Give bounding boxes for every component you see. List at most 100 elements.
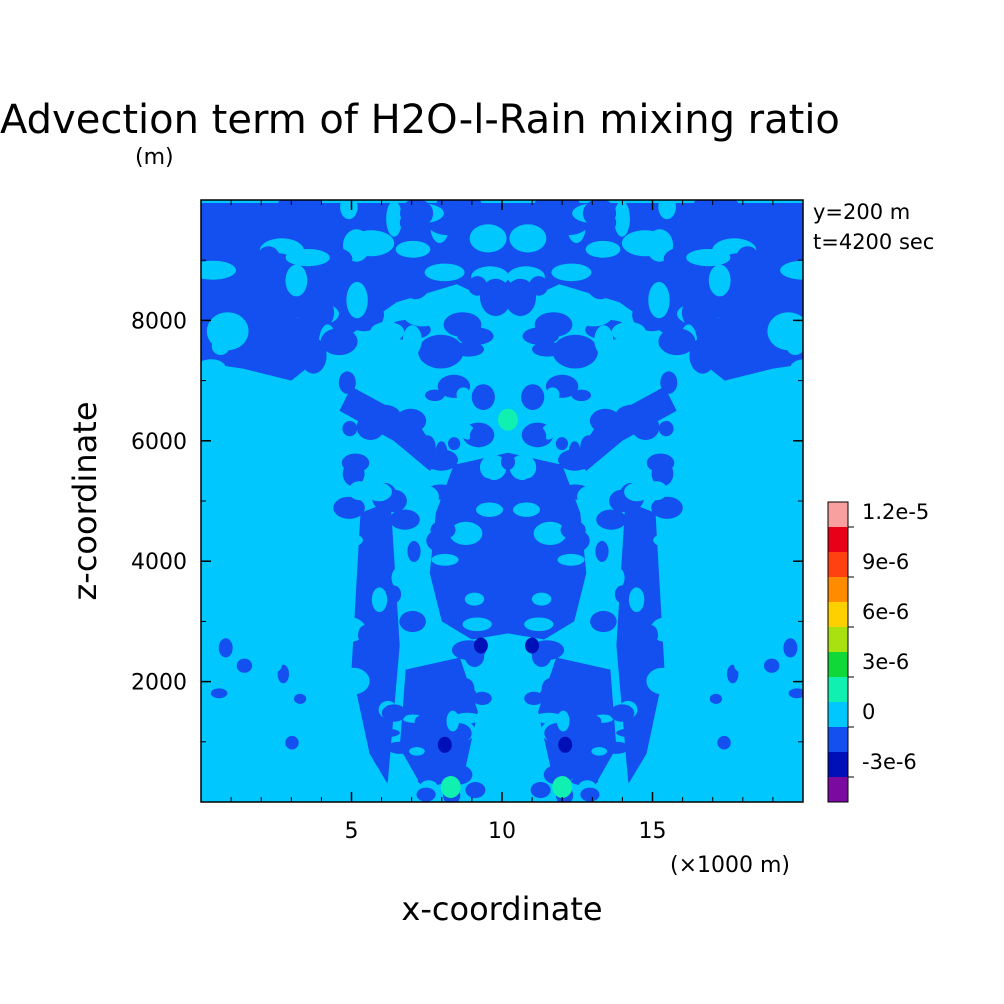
contour-blob — [582, 200, 617, 228]
contour-blob — [431, 553, 459, 566]
contour-blob — [672, 212, 706, 236]
contour-blob — [603, 526, 619, 539]
local-max — [440, 776, 461, 798]
contour-blob — [552, 334, 598, 369]
contour-blob — [471, 384, 495, 410]
y-axis-label: z-coordinate — [66, 401, 104, 600]
contour-blob — [571, 389, 591, 401]
colorbar-swatch — [828, 727, 848, 752]
contour-blob — [624, 482, 650, 502]
contour-blob — [472, 691, 492, 706]
colorbar-swatch — [828, 752, 848, 777]
contour-blob — [387, 741, 413, 754]
chart-title: Advection term of H2O-l-Rain mixing rati… — [0, 97, 840, 143]
contour-blob — [560, 520, 586, 540]
contour-blob — [585, 263, 616, 300]
contour-blob — [206, 312, 249, 351]
contour-blob — [566, 736, 593, 755]
colorbar: 1.2e-5 9e-6 6e-6 3e-6 0 -3e-6 — [827, 500, 929, 803]
contour-blob — [476, 502, 503, 517]
contour-blob — [456, 387, 471, 402]
contour-blob — [648, 281, 670, 319]
contour-blob — [545, 387, 560, 402]
contour-blob — [580, 787, 600, 802]
contour-blob — [469, 426, 487, 448]
contour-blob — [358, 625, 372, 645]
contour-blob — [549, 587, 580, 604]
contour-blob — [534, 312, 573, 337]
contour-blob — [740, 254, 764, 291]
contour-blob — [568, 441, 581, 467]
contour-blob — [381, 704, 407, 722]
contour-blob — [342, 421, 358, 437]
contour-blob — [487, 528, 506, 549]
contour-blob — [783, 638, 798, 658]
contour-blob — [371, 587, 388, 612]
contour-blob — [555, 437, 569, 451]
y-tick-label: 8000 — [131, 309, 187, 334]
annotation-y: y=200 m — [813, 200, 910, 224]
x-tick-label: 5 — [345, 819, 359, 844]
x-tick-label: 15 — [639, 819, 667, 844]
colorbar-swatch — [828, 777, 848, 802]
contour-blob — [534, 712, 563, 724]
contour-blob — [247, 678, 267, 690]
contour-blob — [389, 509, 420, 530]
contour-blob — [584, 715, 602, 727]
contour-blob — [453, 712, 482, 724]
contour-blob — [681, 294, 719, 331]
contour-blob — [371, 728, 400, 738]
contour-blob — [480, 278, 512, 317]
contour-blob — [201, 359, 226, 376]
contour-blob — [520, 476, 556, 494]
contour-blob — [767, 312, 803, 351]
contour-blob — [400, 200, 434, 228]
contour-blob — [410, 485, 439, 509]
contour-blob — [341, 453, 370, 473]
contour-blob — [409, 747, 425, 756]
contour-blob — [395, 240, 431, 258]
colorbar-swatch — [828, 702, 848, 727]
local-min — [525, 637, 540, 654]
contour-blob — [387, 585, 402, 604]
contour-blob — [294, 693, 307, 705]
negative-region — [339, 386, 442, 471]
contour-blob — [285, 735, 299, 750]
contour-blob — [418, 334, 464, 369]
contour-blob — [509, 224, 547, 253]
contour-blob — [689, 337, 716, 374]
y-axis: 2000 4000 6000 8000 — [131, 259, 803, 743]
contour-blob — [277, 664, 289, 684]
contour-blob — [276, 200, 325, 224]
contour-blob — [644, 625, 658, 645]
contour-blob — [614, 585, 629, 604]
contour-blob — [201, 228, 235, 261]
colorbar-swatch — [828, 527, 848, 552]
colorbar-swatch — [828, 677, 848, 702]
colorbar-swatch — [828, 552, 848, 577]
contour-blob — [551, 263, 592, 282]
contour-blob — [400, 263, 431, 300]
contour-blob — [504, 278, 536, 317]
contour-field — [200, 199, 804, 803]
contour-blob — [310, 212, 344, 236]
contour-blob — [387, 778, 407, 788]
contour-blob — [402, 325, 422, 355]
contour-blob — [386, 200, 402, 237]
contour-blob — [462, 617, 492, 632]
contour-blob — [201, 209, 223, 229]
contour-blob — [300, 337, 327, 374]
contour-blob — [595, 540, 609, 562]
contour-blob — [356, 414, 385, 441]
contour-blob — [479, 454, 507, 481]
contour-blob — [320, 328, 358, 356]
contour-blob — [397, 526, 413, 539]
contour-blob — [510, 528, 529, 549]
contour-blob — [395, 408, 427, 433]
contour-blob — [424, 263, 465, 282]
contour-blob — [460, 476, 496, 494]
contour-blob — [448, 437, 461, 451]
colorbar-label: 9e-6 — [862, 550, 909, 574]
colorbar-swatch — [828, 502, 848, 527]
contour-blob — [686, 249, 731, 267]
